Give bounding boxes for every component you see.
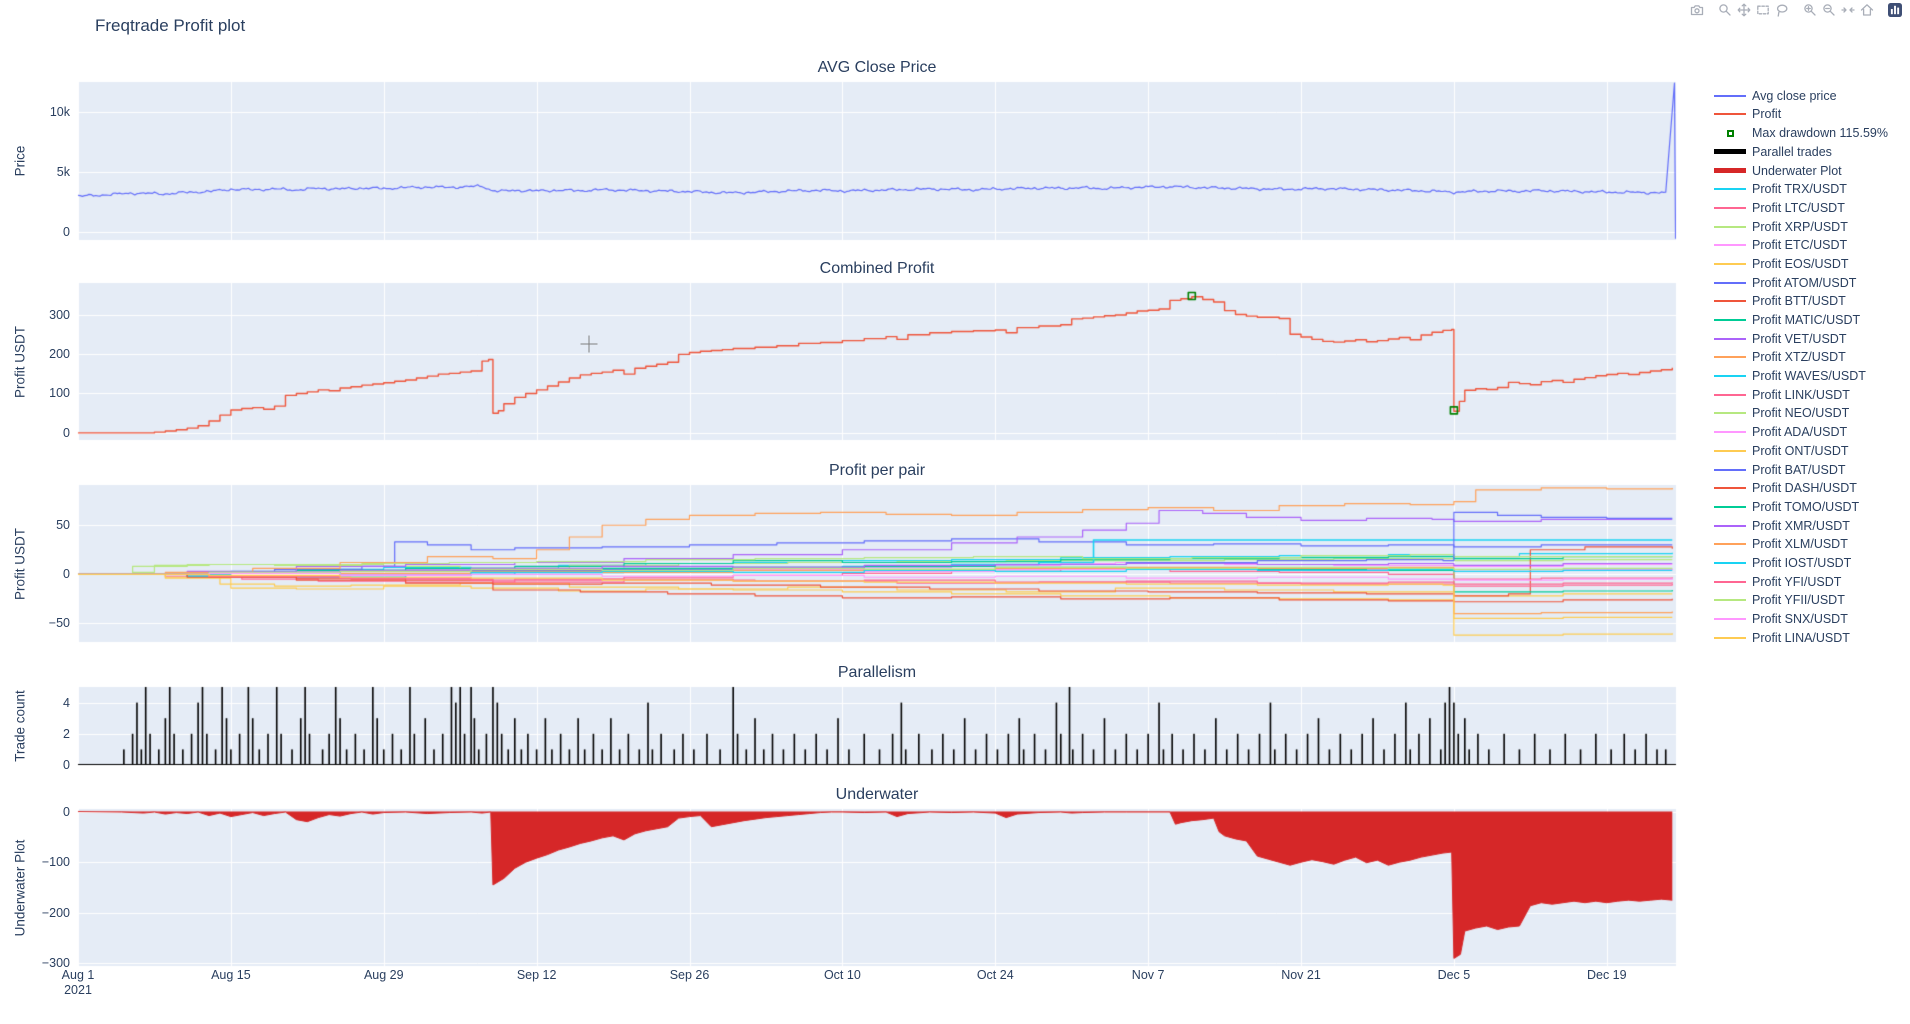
legend-label: Profit LINA/USDT [1752,630,1850,645]
legend-item[interactable]: Profit ATOM/USDT [1714,275,1888,291]
legend-item[interactable]: Profit SNX/USDT [1714,611,1888,627]
legend-item[interactable]: Profit ONT/USDT [1714,443,1888,459]
legend-label: Profit BAT/USDT [1752,462,1846,477]
legend-item[interactable]: Profit BTT/USDT [1714,294,1888,310]
legend-label: Profit DASH/USDT [1752,481,1857,496]
legend-item[interactable]: Profit DASH/USDT [1714,480,1888,496]
legend-label: Profit BTT/USDT [1752,294,1846,309]
legend-swatch [1714,319,1746,322]
legend-label: Profit YFII/USDT [1752,593,1845,608]
legend-item[interactable]: Profit XTZ/USDT [1714,350,1888,366]
legend-swatch [1714,487,1746,490]
legend: Avg close price Profit Max drawdown 115.59… [1714,88,1888,646]
legend-item[interactable]: Profit TOMO/USDT [1714,499,1888,515]
legend-label: Underwater Plot [1752,163,1842,178]
legend-item[interactable]: Avg close price [1714,88,1888,104]
legend-item[interactable]: Profit LINA/USDT [1714,630,1888,646]
legend-item[interactable]: Profit YFI/USDT [1714,574,1888,590]
legend-swatch [1714,393,1746,396]
legend-swatch [1714,505,1746,508]
legend-item[interactable]: Profit WAVES/USDT [1714,368,1888,384]
legend-label: Profit IOST/USDT [1752,555,1852,570]
legend-label: Profit NEO/USDT [1752,406,1850,421]
legend-swatch [1714,431,1746,434]
legend-swatch [1714,262,1746,265]
legend-label: Profit MATIC/USDT [1752,313,1861,328]
legend-swatch [1714,244,1746,247]
legend-swatch [1714,356,1746,359]
legend-label: Profit TOMO/USDT [1752,499,1860,514]
legend-label: Profit XMR/USDT [1752,518,1850,533]
legend-label: Profit XRP/USDT [1752,219,1848,234]
legend-swatch [1714,188,1746,191]
legend-item[interactable]: Profit [1714,107,1888,123]
legend-swatch [1714,412,1746,415]
legend-item[interactable]: Max drawdown 115.59% [1714,125,1888,141]
legend-label: Profit XTZ/USDT [1752,350,1846,365]
legend-item[interactable]: Profit NEO/USDT [1714,406,1888,422]
legend-swatch [1714,337,1746,340]
legend-label: Profit TRX/USDT [1752,182,1847,197]
legend-item[interactable]: Profit YFII/USDT [1714,593,1888,609]
legend-swatch [1714,225,1746,228]
legend-label: Profit XLM/USDT [1752,537,1848,552]
legend-swatch [1714,543,1746,546]
legend-label: Profit ONT/USDT [1752,443,1849,458]
legend-swatch [1714,599,1746,602]
legend-item[interactable]: Profit EOS/USDT [1714,256,1888,272]
legend-label: Profit SNX/USDT [1752,612,1848,627]
legend-item[interactable]: Profit MATIC/USDT [1714,312,1888,328]
legend-swatch [1714,149,1746,155]
legend-item[interactable]: Profit ETC/USDT [1714,238,1888,254]
cursor-crosshair [580,335,598,353]
legend-label: Profit VET/USDT [1752,331,1847,346]
legend-label: Profit EOS/USDT [1752,256,1849,271]
legend-swatch [1714,524,1746,527]
legend-item[interactable]: Parallel trades [1714,144,1888,160]
legend-label: Profit WAVES/USDT [1752,369,1866,384]
legend-swatch [1714,281,1746,284]
legend-item[interactable]: Underwater Plot [1714,163,1888,179]
legend-item[interactable]: Profit ADA/USDT [1714,424,1888,440]
legend-label: Profit ADA/USDT [1752,425,1848,440]
legend-item[interactable]: Profit LTC/USDT [1714,200,1888,216]
legend-swatch [1714,300,1746,303]
legend-item[interactable]: Profit XMR/USDT [1714,518,1888,534]
legend-label: Avg close price [1752,88,1837,103]
legend-item[interactable]: Profit BAT/USDT [1714,462,1888,478]
legend-item[interactable]: Profit IOST/USDT [1714,555,1888,571]
legend-swatch [1714,618,1746,621]
legend-label: Profit LINK/USDT [1752,387,1850,402]
legend-item[interactable]: Profit XRP/USDT [1714,219,1888,235]
legend-label: Max drawdown 115.59% [1752,126,1888,141]
legend-swatch [1714,636,1746,639]
legend-swatch [1714,375,1746,378]
legend-item[interactable]: Profit XLM/USDT [1714,537,1888,553]
legend-swatch [1714,561,1746,564]
legend-swatch [1714,94,1746,97]
legend-swatch [1714,468,1746,471]
legend-label: Profit LTC/USDT [1752,200,1845,215]
legend-item[interactable]: Profit VET/USDT [1714,331,1888,347]
legend-swatch [1714,113,1746,116]
legend-label: Profit YFI/USDT [1752,574,1842,589]
legend-label: Profit ATOM/USDT [1752,275,1857,290]
legend-swatch [1714,449,1746,452]
legend-item[interactable]: Profit TRX/USDT [1714,181,1888,197]
legend-label: Parallel trades [1752,144,1832,159]
legend-label: Profit [1752,107,1782,122]
legend-swatch [1714,129,1746,137]
legend-swatch [1714,580,1746,583]
legend-item[interactable]: Profit LINK/USDT [1714,387,1888,403]
legend-swatch [1714,168,1746,174]
legend-swatch [1714,206,1746,209]
legend-label: Profit ETC/USDT [1752,238,1848,253]
